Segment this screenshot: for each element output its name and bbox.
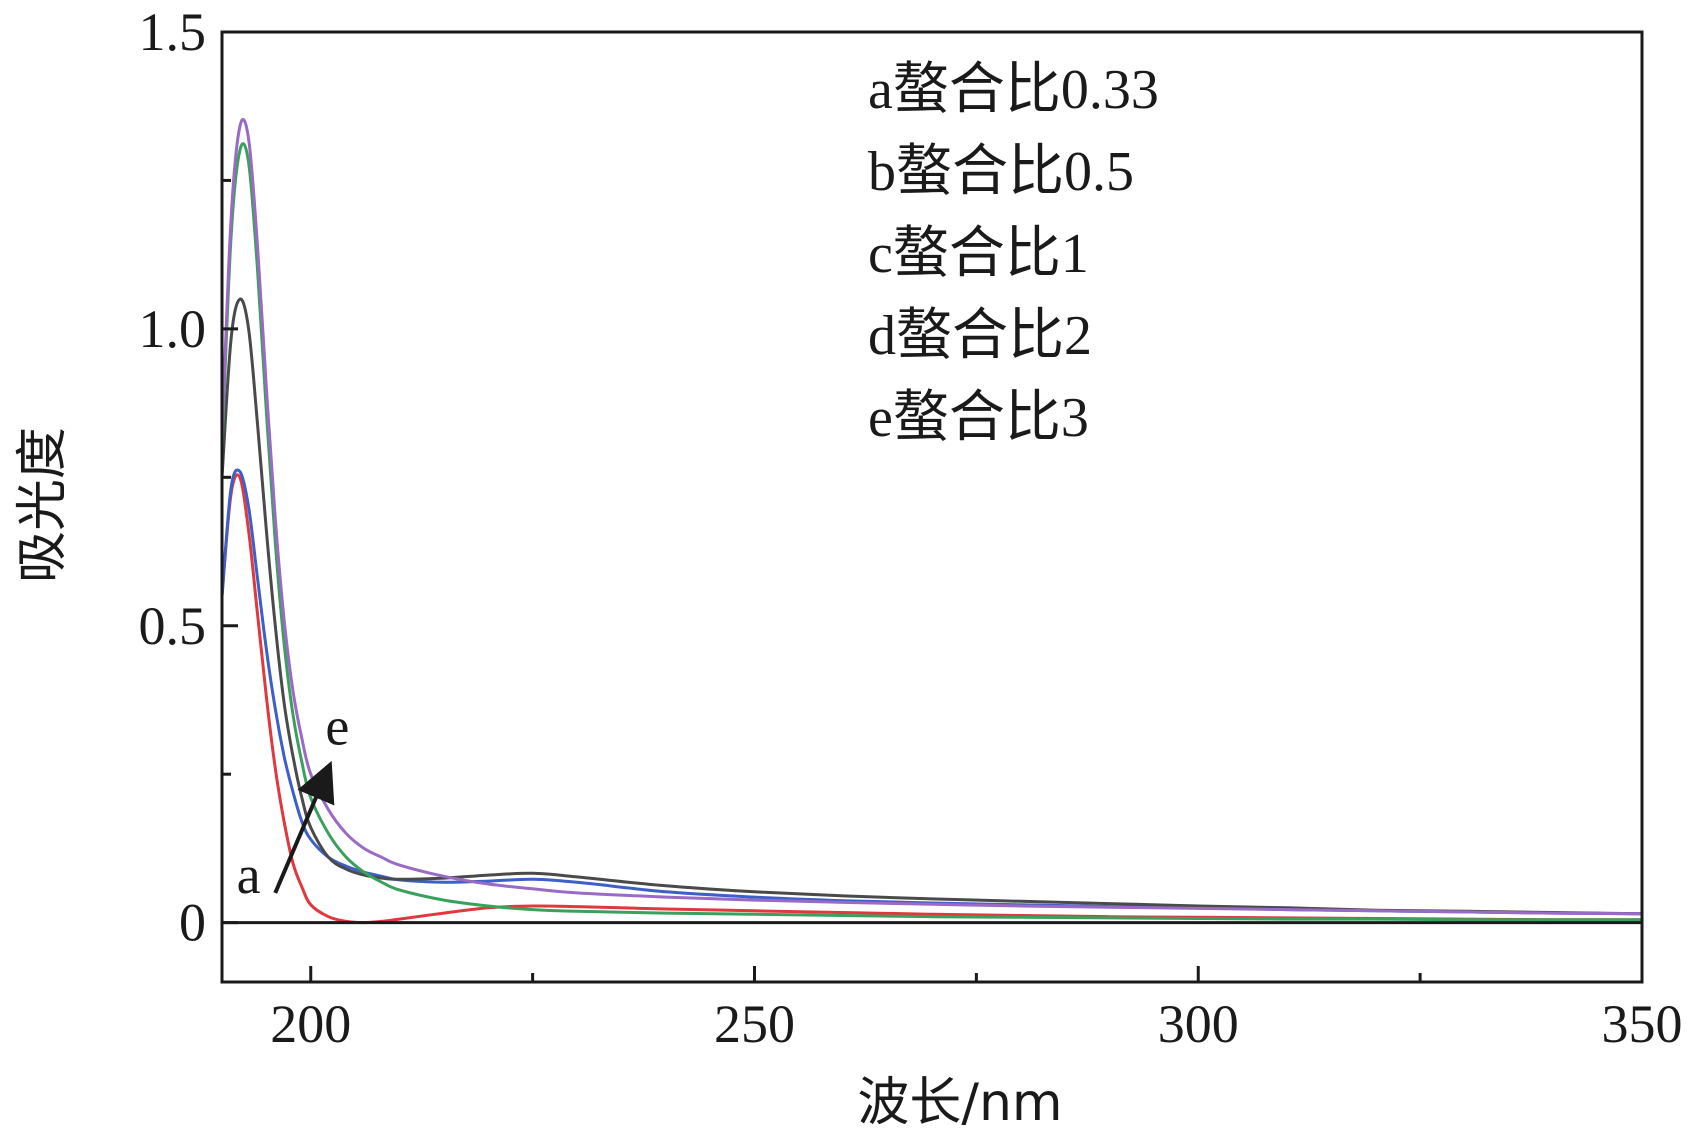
legend-entry-d: d螯合比2 <box>868 305 1092 367</box>
annotations: ae <box>237 697 350 905</box>
series-line-e <box>222 117 1642 916</box>
x-tick-label: 200 <box>270 994 351 1054</box>
legend-entry-a: a螯合比0.33 <box>868 59 1159 121</box>
x-tick-label: 250 <box>714 994 795 1054</box>
trend-arrow <box>273 760 335 894</box>
series-layer <box>222 117 1642 925</box>
plot-frame <box>220 30 1644 984</box>
annotation-label-a: a <box>237 845 261 905</box>
y-tick-label: 1.0 <box>139 299 207 359</box>
legend-entry-e: e螯合比3 <box>868 387 1089 449</box>
ticks-layer <box>222 30 1644 982</box>
legend-entry-c: c螯合比1 <box>868 223 1089 285</box>
annotation-label-e: e <box>325 697 349 757</box>
y-tick-label: 1.5 <box>139 2 207 62</box>
series-line-b <box>222 468 1642 916</box>
series-line-c <box>222 297 1642 916</box>
series-line-a <box>222 473 1642 925</box>
legend: a螯合比0.33 b螯合比0.5 c螯合比1 d螯合比2 e螯合比3 <box>868 59 1159 449</box>
legend-entry-b: b螯合比0.5 <box>868 141 1134 203</box>
y-tick-label: 0 <box>179 893 206 953</box>
x-tick-label: 300 <box>1158 994 1239 1054</box>
x-tick-label: 350 <box>1602 994 1683 1054</box>
tick-labels-layer: 0 0.5 1.0 1.5 200 250 300 350 <box>139 2 1683 1054</box>
y-axis-title: 吸光度 <box>13 427 73 583</box>
x-axis-title: 波长/nm <box>857 1073 1062 1133</box>
y-tick-label: 0.5 <box>139 596 207 656</box>
